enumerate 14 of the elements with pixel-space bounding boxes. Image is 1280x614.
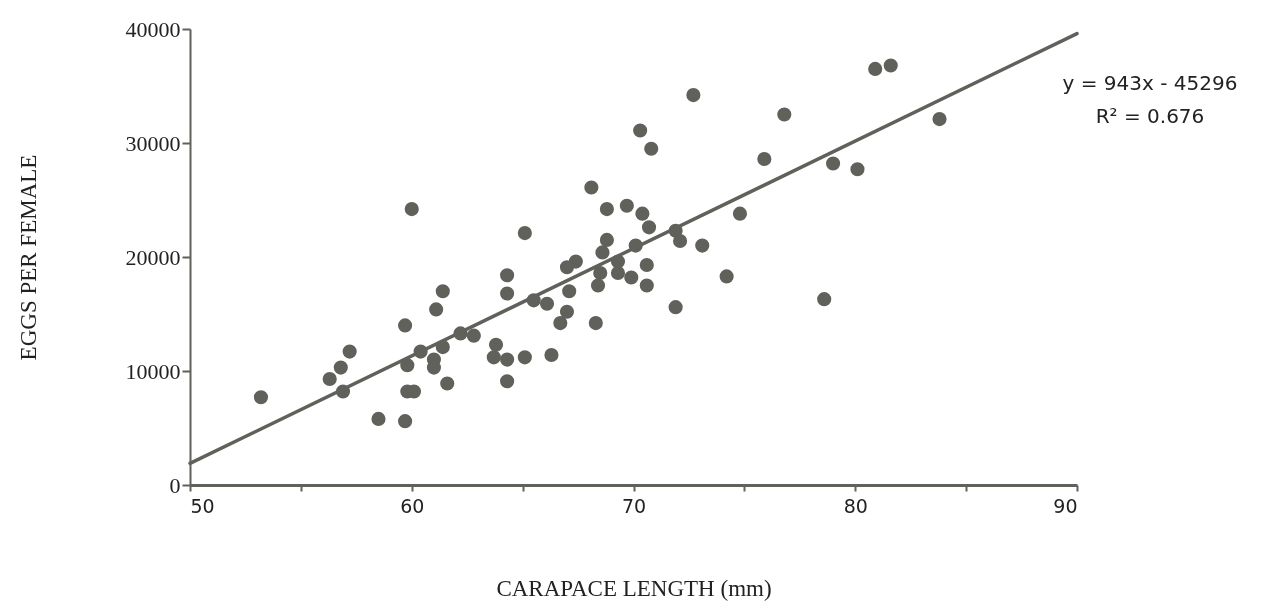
x-tick-label: 80 xyxy=(843,494,868,517)
x-tick-label: 90 xyxy=(1053,494,1078,517)
x-axis-title: CARAPACE LENGTH (mm) xyxy=(496,575,772,601)
x-tick-label: 50 xyxy=(190,494,215,517)
y-tick-label: 20000 xyxy=(125,244,181,270)
y-tick-label: 10000 xyxy=(125,358,181,384)
annotation: y = 943x - 45296 xyxy=(1062,71,1238,95)
text: R² = 0.676 xyxy=(1095,104,1205,128)
y-axis-title: EGGS PER FEMALE xyxy=(15,154,41,361)
y-tick-label: 30000 xyxy=(125,130,181,156)
y-tick-label: 40000 xyxy=(125,16,181,42)
x-tick-label: 70 xyxy=(621,494,647,517)
y-tick-label: 0 xyxy=(169,472,181,498)
x-tick-label: 60 xyxy=(400,494,425,517)
